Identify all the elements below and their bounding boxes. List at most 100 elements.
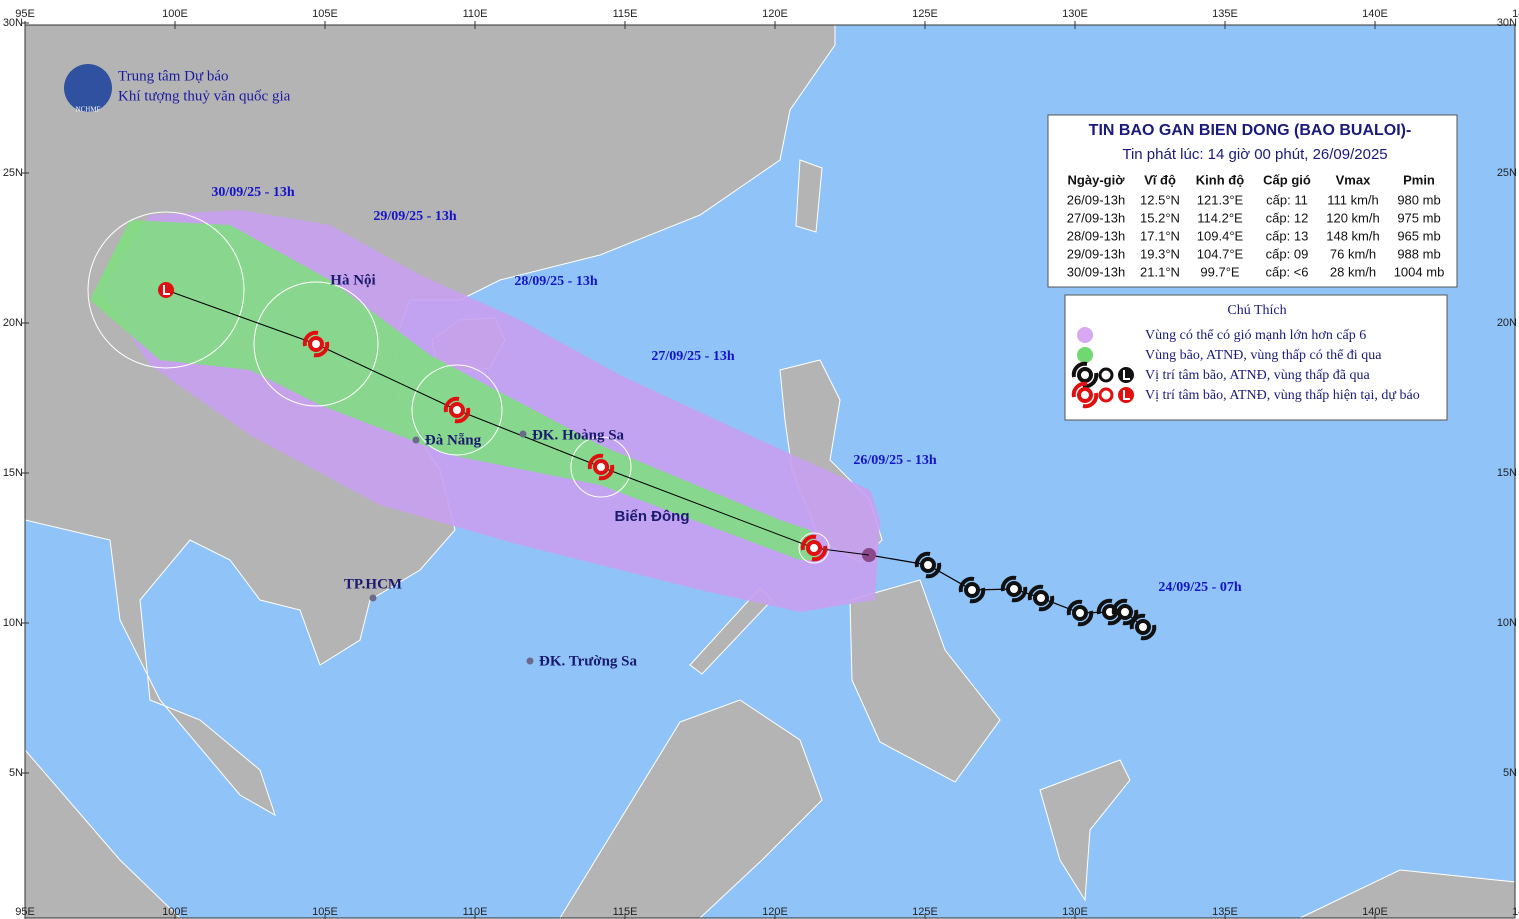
forecast-radius — [798, 532, 830, 564]
forecast-radius — [570, 436, 632, 498]
table-cell: 965 mb — [1397, 228, 1440, 243]
place-label: Đà Nẵng — [425, 432, 482, 448]
low-symbol — [1118, 387, 1134, 403]
storm-eye — [1135, 619, 1151, 635]
storm-arm — [925, 562, 942, 579]
table-header: Ngày-giờ — [1068, 172, 1126, 187]
y-tick-label: 15N — [1497, 467, 1517, 479]
table-cell: 980 mb — [1397, 192, 1440, 207]
legend-symbols — [1071, 381, 1134, 409]
legend-swatch — [1077, 327, 1093, 343]
table-cell: 99.7°E — [1200, 264, 1240, 279]
low-letter — [1123, 390, 1130, 400]
legend-item: Vùng bão, ATNĐ, vùng thấp có thể đi qua — [1145, 348, 1382, 363]
storm-arm — [1082, 372, 1099, 389]
table-cell: 76 km/h — [1330, 246, 1376, 261]
storm-arm — [454, 407, 471, 424]
storm-eye — [1077, 387, 1093, 403]
taiwan — [795, 159, 823, 233]
table-cell: cấp: <6 — [1265, 264, 1308, 279]
logo-text: NCHMF — [76, 106, 101, 114]
storm-eye — [1006, 581, 1022, 597]
y-tick-label: 5N — [9, 767, 23, 779]
x-tick-label: 115E — [613, 8, 638, 20]
x-tick-label: 95E — [15, 906, 35, 918]
forecast-track — [165, 289, 870, 556]
storm-eye — [1117, 604, 1133, 620]
forecast-date-label: 26/09/25 - 13h — [853, 453, 936, 468]
table-cell: cấp: 13 — [1266, 228, 1309, 243]
storm-arm — [958, 576, 975, 593]
x-tick-label: 115E — [613, 906, 638, 918]
low-letter — [163, 285, 170, 295]
table-cell: 121.3°E — [1197, 192, 1244, 207]
overlay: 24/09/25 - 07h 26/09/25 - 13h 27/09/25 - 1… — [87, 185, 1242, 669]
x-tick-label: 105E — [312, 906, 338, 918]
forecast-date-label: 29/09/25 - 13h — [373, 209, 456, 224]
forecast-point — [443, 396, 471, 424]
y-tick-label: 25N — [3, 167, 23, 179]
storm-eye — [1077, 367, 1093, 383]
table-cell: 148 km/h — [1326, 228, 1379, 243]
low-letter — [1123, 370, 1130, 380]
forecast-date-label: 27/09/25 - 13h — [651, 349, 734, 364]
y-tick-label: 5N — [1503, 767, 1517, 779]
place-label: ĐK. Hoàng Sa — [532, 427, 625, 443]
table-header: Vĩ độ — [1144, 172, 1176, 187]
storm-eye — [920, 557, 936, 573]
borneo — [559, 699, 823, 919]
forecast-radius — [253, 281, 379, 407]
storm-arm — [1038, 595, 1055, 612]
storm-arm — [1077, 610, 1094, 627]
forecast-point — [587, 453, 615, 481]
storm-eye — [449, 402, 465, 418]
table-cell: 114.2°E — [1197, 210, 1243, 225]
storm-arm — [598, 464, 615, 481]
low-symbol — [158, 282, 174, 298]
table-cell: 28/09-13h — [1067, 228, 1126, 243]
x-tick-label: 140E — [1362, 8, 1388, 20]
y-tick-label: 30N — [3, 17, 23, 29]
storm-eye — [964, 582, 980, 598]
y-tick-label: 10N — [3, 617, 23, 629]
storm-zone-cone — [90, 220, 820, 560]
storm-arm — [800, 534, 817, 551]
table-cell: 27/09-13h — [1067, 210, 1126, 225]
x-tick-label: 120E — [762, 906, 788, 918]
x-tick-label: 110E — [463, 8, 488, 20]
storm-arm — [1011, 586, 1028, 603]
table-header: Vmax — [1336, 172, 1371, 187]
table-cell: 988 mb — [1397, 246, 1440, 261]
place-label: Hà Nội — [330, 272, 375, 288]
legend-item: Vị trí tâm bão, ATNĐ, vùng thấp đã qua — [1145, 368, 1371, 383]
storm-arm — [1111, 598, 1128, 615]
legend-symbols — [1071, 361, 1134, 389]
storm-arm — [1066, 599, 1083, 616]
table-cell: 975 mb — [1397, 210, 1440, 225]
legend-circle — [1098, 367, 1114, 383]
x-tick-label: 100E — [162, 906, 188, 918]
storm-arm — [1027, 584, 1044, 601]
place-label: TP.HCM — [344, 576, 402, 592]
x-tick-label: 120E — [762, 8, 788, 20]
legend-circle — [1098, 387, 1114, 403]
table-cell: 30/09-13h — [1067, 264, 1126, 279]
past-date-label: 24/09/25 - 07h — [1158, 580, 1241, 595]
x-tick-label: 135E — [1212, 906, 1238, 918]
x-tick-label: 110E — [463, 906, 488, 918]
storm-arm — [302, 330, 319, 347]
x-tick-label: 130E — [1062, 906, 1088, 918]
x-tick-label: 135E — [1212, 8, 1238, 20]
table-cell: 109.4°E — [1197, 228, 1244, 243]
philippines-south — [849, 579, 1001, 783]
forecast-point — [800, 534, 828, 562]
table-cell: 17.1°N — [1140, 228, 1180, 243]
logo-mark — [64, 64, 112, 112]
low-symbol — [1118, 367, 1134, 383]
x-tick-label: 100E — [162, 8, 188, 20]
table-cell: 26/09-13h — [1067, 192, 1126, 207]
table-cell: 120 km/h — [1326, 210, 1379, 225]
bulletin-issued: Tin phát lúc: 14 giờ 00 phút, 26/09/2025 — [1122, 146, 1387, 163]
